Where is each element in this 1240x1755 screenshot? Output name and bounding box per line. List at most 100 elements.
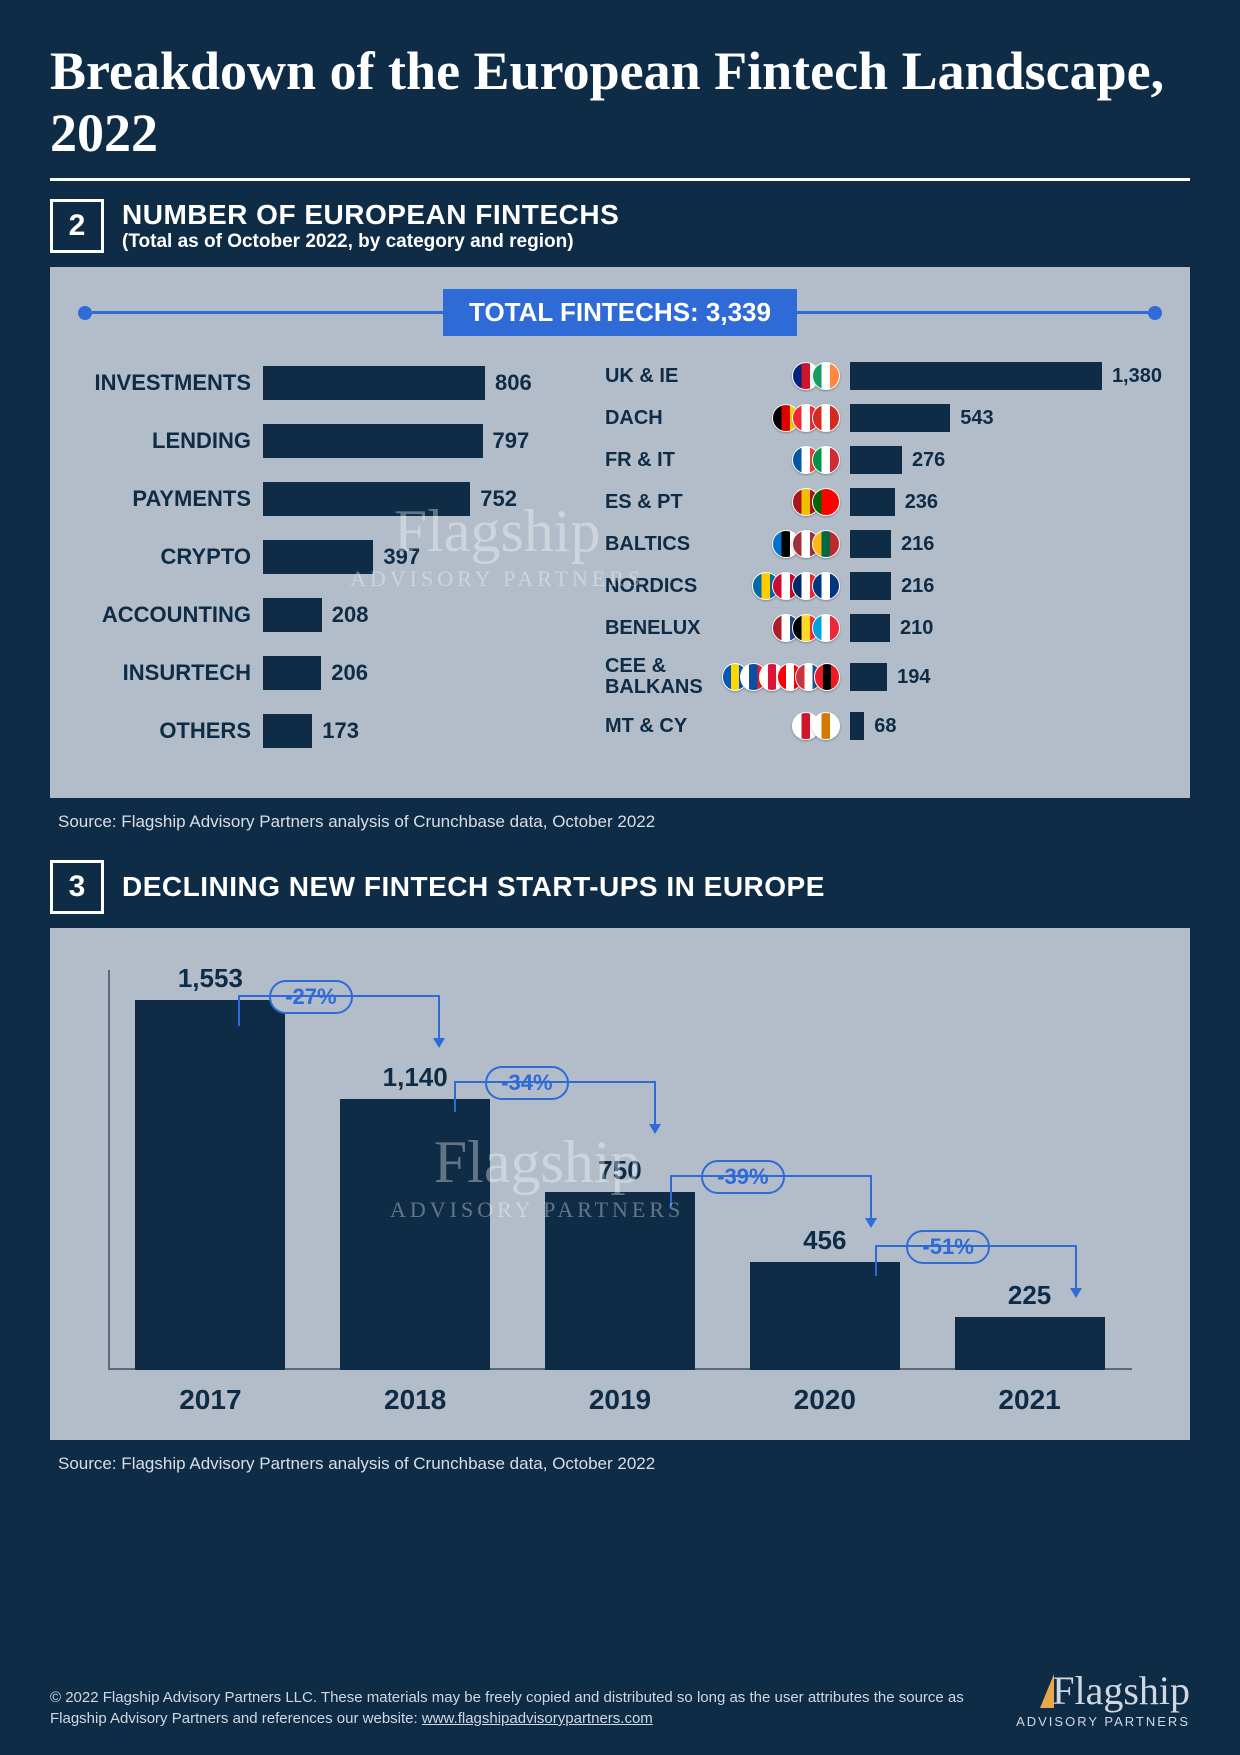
year-bar <box>135 1000 285 1370</box>
flag-icon <box>812 572 840 600</box>
region-flags <box>730 404 850 432</box>
total-line-left <box>92 311 443 314</box>
category-label: CRYPTO <box>78 544 263 570</box>
region-bar <box>852 446 902 474</box>
region-flags <box>730 488 850 516</box>
region-bar-axis: 1,380 <box>850 362 1162 390</box>
total-line-right <box>797 311 1148 314</box>
flag-icon <box>814 663 840 691</box>
section3-header: 3 DECLINING NEW FINTECH START-UPS IN EUR… <box>50 860 1190 914</box>
category-row: INVESTMENTS806 <box>78 366 585 400</box>
region-value: 194 <box>897 666 930 689</box>
region-bar <box>852 488 895 516</box>
year-bar-col: 2252021 <box>955 1280 1105 1371</box>
region-label: DACH <box>605 408 730 429</box>
region-row: NORDICS 216 <box>605 572 1162 600</box>
footer-link[interactable]: www.flagshipadvisorypartners.com <box>422 1710 653 1727</box>
footer-logo-sub: ADVISORY PARTNERS <box>1016 1714 1190 1729</box>
category-row: PAYMENTS 752 <box>78 482 585 516</box>
year-value: 750 <box>598 1155 641 1186</box>
category-label: OTHERS <box>78 718 263 744</box>
region-bar-axis: 276 <box>850 446 1162 474</box>
startup-decline-chart: 1,55320171,1402018750201945620202252021 … <box>78 950 1162 1430</box>
year-value: 1,553 <box>178 963 243 994</box>
category-bar-axis: 797 <box>263 424 585 458</box>
section3-number-box: 3 <box>50 860 104 914</box>
year-label: 2019 <box>589 1384 651 1416</box>
section2-subtitle: (Total as of October 2022, by category a… <box>122 231 619 253</box>
section3-title: DECLINING NEW FINTECH START-UPS IN EUROP… <box>122 871 825 903</box>
year-bar <box>545 1192 695 1371</box>
section2-title: NUMBER OF EUROPEAN FINTECHS <box>122 199 619 231</box>
year-value: 1,140 <box>383 1062 448 1093</box>
page-title: Breakdown of the European Fintech Landsc… <box>50 40 1190 164</box>
region-bar-axis: 210 <box>850 614 1162 642</box>
region-bar-axis: 216 <box>850 530 1162 558</box>
year-bar <box>750 1262 900 1371</box>
section3-panel: 1,55320171,1402018750201945620202252021 … <box>50 928 1190 1440</box>
region-bar-axis: 543 <box>850 404 1162 432</box>
year-bar <box>955 1317 1105 1371</box>
category-bar-axis: 752 <box>263 482 585 516</box>
year-label: 2020 <box>794 1384 856 1416</box>
region-value: 543 <box>960 407 993 430</box>
category-label: PAYMENTS <box>78 486 263 512</box>
category-value: 752 <box>480 486 517 512</box>
year-bar-col: 1,5532017 <box>135 963 285 1370</box>
category-row: INSURTECH206 <box>78 656 585 690</box>
region-label: FR & IT <box>605 450 730 471</box>
year-label: 2018 <box>384 1384 446 1416</box>
year-value: 225 <box>1008 1280 1051 1311</box>
flag-icon <box>812 446 840 474</box>
category-value: 797 <box>493 428 530 454</box>
region-label: CEE & BALKANS <box>605 656 730 698</box>
region-bar <box>852 404 950 432</box>
section2-panel: TOTAL FINTECHS: 3,339 INVESTMENTS806LEND… <box>50 267 1190 798</box>
region-value: 236 <box>905 491 938 514</box>
total-pill: TOTAL FINTECHS: 3,339 <box>443 289 797 336</box>
category-bar <box>265 540 373 574</box>
region-value: 1,380 <box>1112 365 1162 388</box>
region-row: DACH 543 <box>605 404 1162 432</box>
delta-pill: -51% <box>906 1230 989 1264</box>
title-rule <box>50 178 1190 181</box>
total-dot-right <box>1148 306 1162 320</box>
region-flags <box>730 712 850 740</box>
year-bar-col: 4562020 <box>750 1225 900 1371</box>
category-value: 208 <box>332 602 369 628</box>
year-bar <box>340 1099 490 1371</box>
flag-icon <box>812 530 840 558</box>
region-bar <box>852 614 890 642</box>
footer-logo-main: Flagship <box>1052 1668 1190 1713</box>
region-bar <box>852 663 887 691</box>
region-row: UK & IE1,380 <box>605 362 1162 390</box>
region-value: 216 <box>901 575 934 598</box>
flag-icon <box>812 712 840 740</box>
year-label: 2017 <box>179 1384 241 1416</box>
region-value: 68 <box>874 715 896 738</box>
section2-header: 2 NUMBER OF EUROPEAN FINTECHS (Total as … <box>50 199 1190 253</box>
category-bar <box>265 482 470 516</box>
region-flags <box>730 572 850 600</box>
region-flags <box>730 362 850 390</box>
region-row: BALTICS216 <box>605 530 1162 558</box>
year-bar-col: 1,1402018 <box>340 1062 490 1371</box>
section3-source: Source: Flagship Advisory Partners analy… <box>58 1454 1190 1474</box>
category-bar <box>265 714 312 748</box>
region-bar-axis: 216 <box>850 572 1162 600</box>
region-value: 216 <box>901 533 934 556</box>
category-row: ACCOUNTING 208 <box>78 598 585 632</box>
region-bar-axis: 194 <box>850 663 1162 691</box>
category-bar <box>265 656 321 690</box>
section2-number-box: 2 <box>50 199 104 253</box>
region-flags <box>730 530 850 558</box>
category-bar <box>265 366 485 400</box>
region-label: NORDICS <box>605 576 730 597</box>
region-row: MT & CY68 <box>605 712 1162 740</box>
category-label: ACCOUNTING <box>78 602 263 628</box>
region-flags <box>730 446 850 474</box>
flag-icon <box>812 404 840 432</box>
footer: © 2022 Flagship Advisory Partners LLC. T… <box>0 1649 1240 1755</box>
category-value: 806 <box>495 370 532 396</box>
region-bar <box>852 712 864 740</box>
